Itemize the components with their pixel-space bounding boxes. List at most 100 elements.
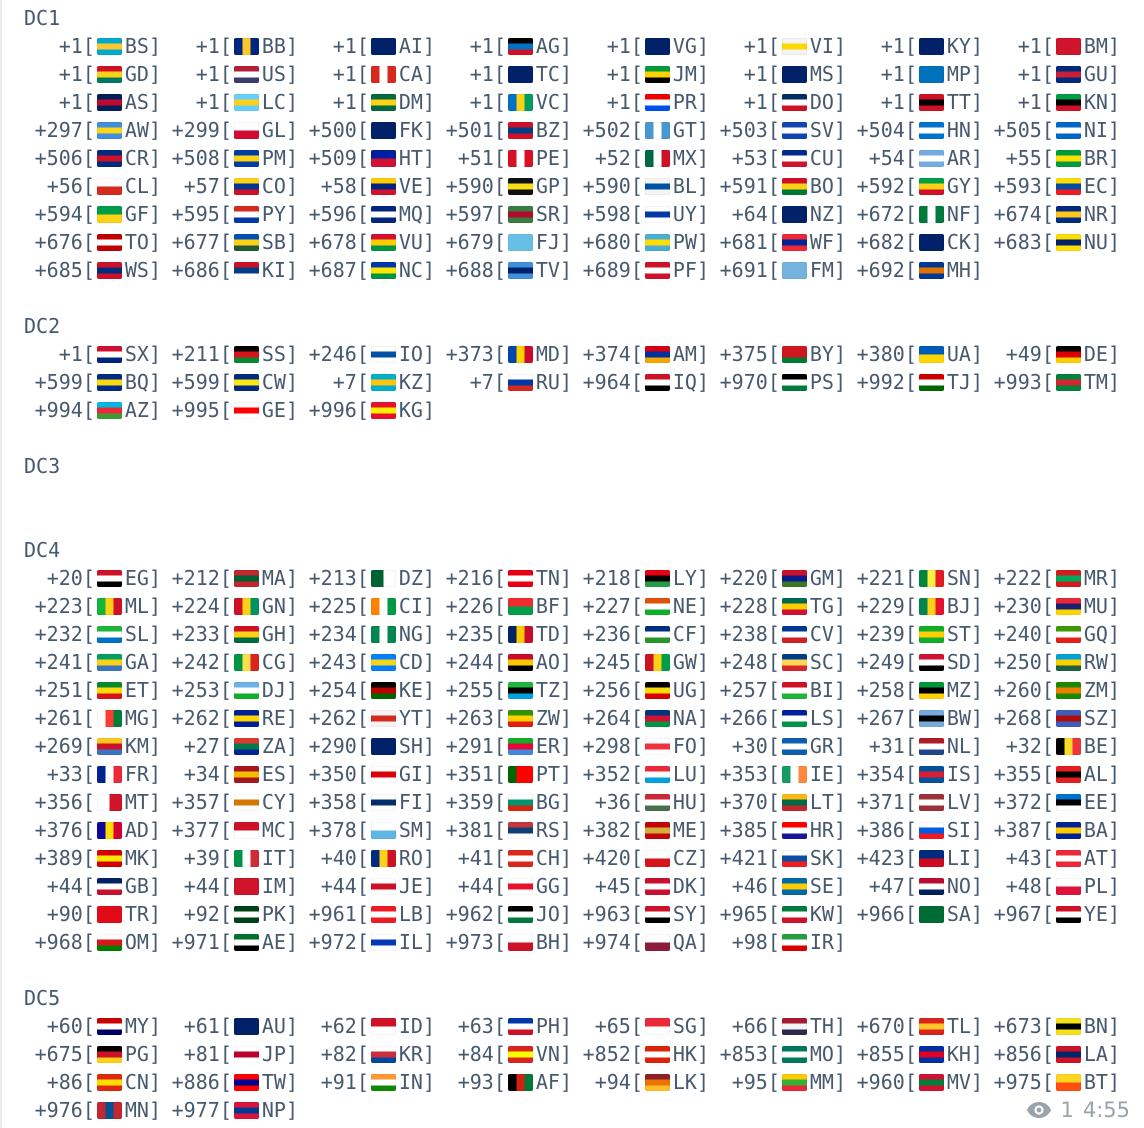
country-entry-mh: +692[MH] xyxy=(856,258,983,282)
country-entry-cv: +238[CV] xyxy=(719,622,846,646)
country-code: MV xyxy=(946,1070,971,1094)
dial-code: +682 xyxy=(856,230,905,254)
dial-code: +264 xyxy=(582,706,631,730)
dial-code: +597 xyxy=(445,202,494,226)
flag-icon-qa xyxy=(644,933,670,951)
entry-row: +968[OM] +971[AE] +972[IL] +973[BH] +974[QA]… xyxy=(24,928,1144,956)
country-entry-gi: +350[GI] xyxy=(308,762,435,786)
flag-icon-at xyxy=(1055,849,1081,867)
dial-code: +505 xyxy=(993,118,1042,142)
dial-code: +260 xyxy=(993,678,1042,702)
dial-code: +374 xyxy=(582,342,631,366)
country-entry-kg: +996[KG] xyxy=(308,398,435,422)
flag-icon-jm xyxy=(644,65,670,83)
dial-code: +1 xyxy=(743,62,768,86)
country-entry-de: +49[DE] xyxy=(1005,342,1120,366)
dial-code: +1 xyxy=(332,62,357,86)
country-code: VG xyxy=(672,34,697,58)
flag-icon-pl xyxy=(1055,877,1081,895)
dial-code: +354 xyxy=(856,762,905,786)
country-code: ID xyxy=(398,1014,423,1038)
dial-code: +996 xyxy=(308,398,357,422)
flag-icon-bi xyxy=(781,681,807,699)
flag-icon-cz xyxy=(644,849,670,867)
country-entry-uy: +598[UY] xyxy=(582,202,709,226)
flag-icon-mr xyxy=(1055,569,1081,587)
country-code: FO xyxy=(672,734,697,758)
country-code: GF xyxy=(124,202,149,226)
country-entry-vg: +1[VG] xyxy=(606,34,709,58)
country-code: CG xyxy=(261,650,286,674)
section-header-dc4: DC4 xyxy=(24,538,61,562)
country-code: GG xyxy=(535,874,560,898)
country-code: MU xyxy=(1083,594,1108,618)
flag-icon-lv xyxy=(918,793,944,811)
dial-code: +243 xyxy=(308,650,357,674)
sections-container: DC1 +1[BS] +1[BB] +1[AI] +1[AG] +1[VG] +1[VI] +… xyxy=(24,4,1144,1124)
flag-icon-by xyxy=(781,345,807,363)
dial-code: +972 xyxy=(308,930,357,954)
country-entry-bm: +1[BM] xyxy=(1017,34,1120,58)
country-code: GI xyxy=(398,762,423,786)
country-entry-dk: +45[DK] xyxy=(594,874,709,898)
dial-code: +299 xyxy=(171,118,220,142)
country-code: PL xyxy=(1083,874,1108,898)
dial-code: +227 xyxy=(582,594,631,618)
country-entry-nf: +672[NF] xyxy=(856,202,983,226)
flag-icon-uy xyxy=(644,205,670,223)
entry-row: +90[TR] +92[PK] +961[LB] +962[JO] +963[SY] +9… xyxy=(24,900,1144,928)
country-code: IO xyxy=(398,342,423,366)
country-entry-tc: +1[TC] xyxy=(469,62,572,86)
dial-code: +36 xyxy=(594,790,631,814)
flag-icon-nc xyxy=(370,261,396,279)
dial-code: +1 xyxy=(880,62,905,86)
dial-code: +509 xyxy=(308,146,357,170)
country-entry-na: +264[NA] xyxy=(582,706,709,730)
country-entry-au: +61[AU] xyxy=(183,1014,298,1038)
flag-icon-sv xyxy=(781,121,807,139)
country-entry-kn: +1[KN] xyxy=(1017,90,1120,114)
country-entry-mm: +95[MM] xyxy=(731,1070,846,1094)
country-code: FM xyxy=(809,258,834,282)
dial-code: +973 xyxy=(445,930,494,954)
country-code: TN xyxy=(535,566,560,590)
flag-icon-kh xyxy=(918,1045,944,1063)
flag-icon-ss xyxy=(233,345,259,363)
country-code: CH xyxy=(535,846,560,870)
country-code: NO xyxy=(946,874,971,898)
flag-icon-tt xyxy=(918,93,944,111)
dial-code: +53 xyxy=(731,146,768,170)
country-entry-fm: +691[FM] xyxy=(719,258,846,282)
dial-code: +226 xyxy=(445,594,494,618)
dial-code: +670 xyxy=(856,1014,905,1038)
entry-row: +232[SL] +233[GH] +234[NG] +235[TD] +236[CF]… xyxy=(24,620,1144,648)
entry-row: +594[GF] +595[PY] +596[MQ] +597[SR] +598[UY]… xyxy=(24,200,1144,228)
country-entry-ng: +234[NG] xyxy=(308,622,435,646)
country-entry-gu: +1[GU] xyxy=(1017,62,1120,86)
country-entry-nl: +31[NL] xyxy=(868,734,983,758)
country-entry-co: +57[CO] xyxy=(183,174,298,198)
country-entry-sl: +232[SL] xyxy=(34,622,161,646)
flag-icon-ar xyxy=(918,149,944,167)
country-entry-kh: +855[KH] xyxy=(856,1042,983,1066)
flag-icon-my xyxy=(96,1017,122,1035)
country-entry-mn: +976[MN] xyxy=(34,1098,161,1122)
dial-code: +229 xyxy=(856,594,905,618)
dial-code: +1 xyxy=(1017,90,1042,114)
flag-icon-kz xyxy=(370,373,396,391)
country-code: CO xyxy=(261,174,286,198)
dial-code: +84 xyxy=(457,1042,494,1066)
country-entry-il: +972[IL] xyxy=(308,930,435,954)
dial-code: +503 xyxy=(719,118,768,142)
flag-icon-td xyxy=(507,625,533,643)
flag-icon-tc xyxy=(507,65,533,83)
dial-code: +599 xyxy=(34,370,83,394)
country-code: SX xyxy=(124,342,149,366)
dial-code: +592 xyxy=(856,174,905,198)
country-code: SS xyxy=(261,342,286,366)
country-code: CL xyxy=(124,174,149,198)
country-code: TD xyxy=(535,622,560,646)
dial-code: +246 xyxy=(308,342,357,366)
country-entry-fi: +358[FI] xyxy=(308,790,435,814)
flag-icon-ck xyxy=(918,233,944,251)
